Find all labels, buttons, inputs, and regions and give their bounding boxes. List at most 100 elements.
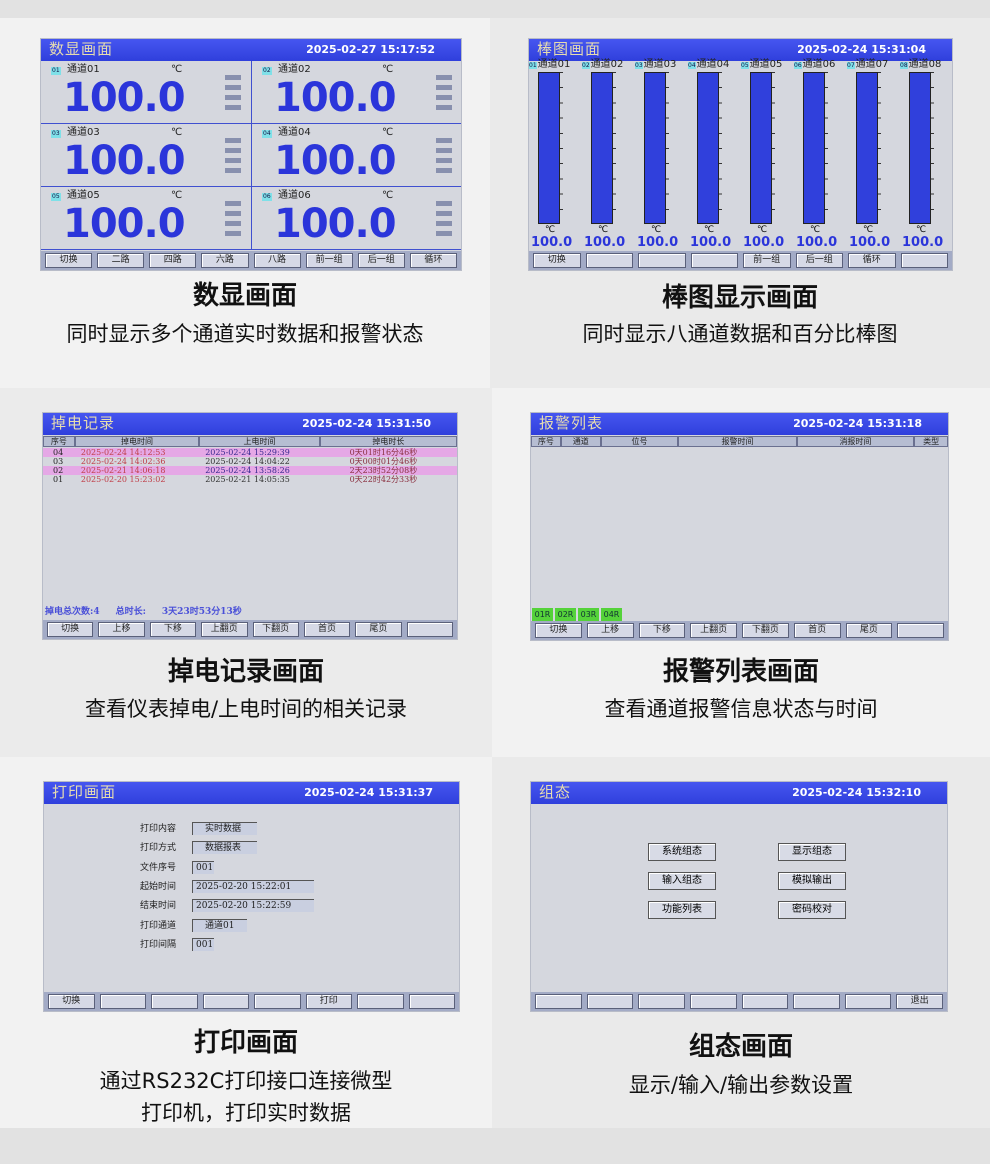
alarm-tag[interactable]: 03R xyxy=(578,608,599,621)
channel-cell[interactable]: 02 通道02 ℃ 100.0 xyxy=(252,61,461,124)
bar-label: 05通道05 xyxy=(741,59,782,72)
softkey-button[interactable] xyxy=(793,994,840,1009)
column-header: 报警时间 xyxy=(678,436,797,447)
softkey-button[interactable] xyxy=(900,253,948,268)
channel-cell[interactable]: 04 通道04 ℃ 100.0 xyxy=(252,124,461,187)
bar-channel[interactable]: 01通道01 ℃ 100.0 xyxy=(529,59,582,251)
softkey-button[interactable]: 八路 xyxy=(253,253,301,268)
channel-number-badge: 03 xyxy=(635,62,643,69)
softkey-button[interactable]: 打印 xyxy=(305,994,352,1009)
softkey-button[interactable]: 首页 xyxy=(303,622,351,637)
table-row[interactable]: 02 2025-02-21 14:06:18 2025-02-24 13:58:26… xyxy=(43,466,457,475)
table-cell: 2025-02-24 14:02:36 xyxy=(80,457,166,466)
config-menu-button[interactable]: 显示组态 xyxy=(778,843,846,861)
channel-cell[interactable]: 01 通道01 ℃ 100.0 xyxy=(41,61,252,124)
softkey-button[interactable]: 尾页 xyxy=(845,623,893,638)
softkey-button[interactable]: 上翻页 xyxy=(690,623,737,638)
field-value[interactable]: 数据报表 xyxy=(192,841,257,855)
softkey-button[interactable]: 下翻页 xyxy=(742,623,789,638)
bar-fill xyxy=(910,73,930,223)
softkey-button[interactable]: 循环 xyxy=(409,253,457,268)
table-cell: 03 xyxy=(53,457,64,466)
device-screen: 数显画面 2025-02-27 15:17:52 01 通道01 ℃ 100.0 02 通道0… xyxy=(40,38,462,271)
bar-channel[interactable]: 06通道06 ℃ 100.0 xyxy=(794,59,847,251)
alarm-level-bar xyxy=(436,138,452,143)
table-row[interactable]: 03 2025-02-24 14:02:36 2025-02-24 14:04:22… xyxy=(43,457,457,466)
softkey-button[interactable] xyxy=(408,994,455,1009)
softkey-button[interactable]: 后一组 xyxy=(357,253,405,268)
softkey-button[interactable] xyxy=(586,994,634,1009)
field-value[interactable]: 2025-02-20 15:22:59 xyxy=(192,899,314,913)
field-value[interactable]: 001 xyxy=(192,937,214,951)
softkey-button[interactable] xyxy=(254,994,301,1009)
alarm-level-bar xyxy=(436,211,452,216)
bar-channel[interactable]: 02通道02 ℃ 100.0 xyxy=(582,59,635,251)
softkey-button[interactable] xyxy=(844,994,892,1009)
bar-channel[interactable]: 07通道07 ℃ 100.0 xyxy=(847,59,900,251)
config-menu-button[interactable]: 模拟输出 xyxy=(778,872,846,890)
softkey-button[interactable] xyxy=(99,994,146,1009)
channel-cell[interactable]: 06 通道06 ℃ 100.0 xyxy=(252,187,461,250)
softkey-button[interactable]: 四路 xyxy=(149,253,197,268)
config-menu-button[interactable]: 系统组态 xyxy=(648,843,716,861)
screen-datetime: 2025-02-24 15:32:10 xyxy=(792,786,921,799)
screen-title: 掉电记录 xyxy=(51,414,116,432)
softkey-button[interactable]: 下移 xyxy=(638,623,686,638)
bar-channel[interactable]: 03通道03 ℃ 100.0 xyxy=(635,59,688,251)
alarm-tag[interactable]: 01R xyxy=(532,608,553,621)
channel-cell[interactable]: 03 通道03 ℃ 100.0 xyxy=(41,124,252,187)
alarm-level-bar xyxy=(225,148,241,153)
bar-channel[interactable]: 04通道04 ℃ 100.0 xyxy=(688,59,741,251)
softkey-button[interactable]: 上翻页 xyxy=(201,622,248,637)
softkey-button[interactable]: 二路 xyxy=(97,253,145,268)
config-menu-button[interactable]: 输入组态 xyxy=(648,872,716,890)
bar-channel[interactable]: 05通道05 ℃ 100.0 xyxy=(741,59,794,251)
softkey-button[interactable]: 循环 xyxy=(848,253,896,268)
channel-name: 通道07 xyxy=(855,59,889,70)
softkey-button[interactable]: 切换 xyxy=(47,622,94,637)
softkey-button[interactable]: 切换 xyxy=(48,994,95,1009)
softkey-button[interactable]: 下翻页 xyxy=(252,622,299,637)
field-value[interactable]: 001 xyxy=(192,860,214,874)
softkey-button[interactable]: 切换 xyxy=(533,253,581,268)
softkey-button[interactable] xyxy=(151,994,198,1009)
softkey-button[interactable]: 切换 xyxy=(45,253,93,268)
softkey-button[interactable] xyxy=(638,253,686,268)
bar-channel[interactable]: 08通道08 ℃ 100.0 xyxy=(900,59,952,251)
table-row[interactable]: 04 2025-02-24 14:12:53 2025-02-24 15:29:39… xyxy=(43,448,457,457)
softkey-button[interactable]: 下移 xyxy=(149,622,197,637)
bar-label: 06通道06 xyxy=(794,59,835,72)
softkey-bar: 切换 上移 下移 上翻页 下翻页 首页 尾页 xyxy=(43,620,457,639)
softkey-button[interactable] xyxy=(638,994,685,1009)
softkey-button[interactable]: 前一组 xyxy=(743,253,791,268)
softkey-button[interactable] xyxy=(202,994,249,1009)
field-value[interactable]: 2025-02-20 15:22:01 xyxy=(192,879,314,893)
alarm-level-bar xyxy=(225,168,241,173)
softkey-button[interactable] xyxy=(741,994,789,1009)
softkey-button[interactable] xyxy=(690,253,738,268)
softkey-button[interactable]: 退出 xyxy=(896,994,943,1009)
table-row[interactable]: 01 2025-02-20 15:23:02 2025-02-21 14:05:35… xyxy=(43,475,457,484)
channel-cell[interactable]: 05 通道05 ℃ 100.0 xyxy=(41,187,252,250)
softkey-button[interactable]: 后一组 xyxy=(795,253,843,268)
bar-track xyxy=(644,72,666,224)
config-menu-button[interactable]: 密码校对 xyxy=(778,901,846,919)
softkey-button[interactable] xyxy=(585,253,633,268)
softkey-button[interactable]: 前一组 xyxy=(305,253,353,268)
softkey-button[interactable] xyxy=(406,622,453,637)
field-value[interactable]: 实时数据 xyxy=(192,822,257,835)
alarm-tag[interactable]: 02R xyxy=(555,608,576,621)
softkey-button[interactable] xyxy=(535,994,582,1009)
alarm-tag[interactable]: 04R xyxy=(601,608,622,621)
softkey-button[interactable]: 切换 xyxy=(535,623,582,638)
softkey-button[interactable]: 上移 xyxy=(586,623,634,638)
softkey-button[interactable] xyxy=(897,623,944,638)
config-menu-button[interactable]: 功能列表 xyxy=(648,901,716,919)
softkey-button[interactable]: 首页 xyxy=(793,623,841,638)
softkey-button[interactable] xyxy=(357,994,404,1009)
softkey-button[interactable]: 尾页 xyxy=(355,622,402,637)
softkey-button[interactable] xyxy=(689,994,737,1009)
softkey-button[interactable]: 上移 xyxy=(98,622,145,637)
field-value[interactable]: 通道01 xyxy=(192,918,247,932)
softkey-button[interactable]: 六路 xyxy=(201,253,249,268)
